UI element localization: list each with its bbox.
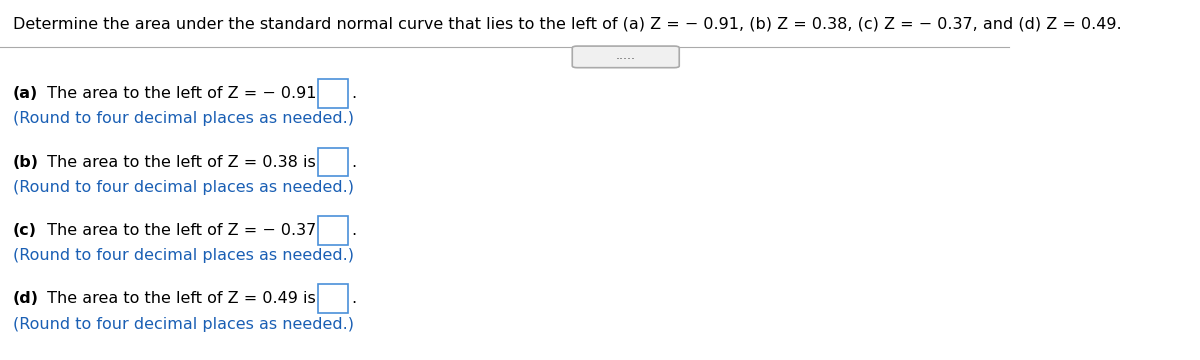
Bar	[318, 79, 348, 108]
Text: (Round to four decimal places as needed.): (Round to four decimal places as needed.…	[13, 111, 354, 126]
Text: .: .	[352, 154, 356, 170]
Text: .....: .....	[616, 49, 636, 62]
Text: .: .	[352, 223, 356, 238]
Text: The area to the left of Z = 0.38 is: The area to the left of Z = 0.38 is	[42, 154, 316, 170]
Text: (Round to four decimal places as needed.): (Round to four decimal places as needed.…	[13, 316, 354, 332]
Bar	[318, 284, 348, 313]
Text: (Round to four decimal places as needed.): (Round to four decimal places as needed.…	[13, 248, 354, 263]
Bar	[318, 148, 348, 176]
Text: (c): (c)	[13, 223, 37, 238]
Text: The area to the left of Z = − 0.91 is: The area to the left of Z = − 0.91 is	[42, 86, 335, 101]
Bar	[318, 216, 348, 245]
Text: (d): (d)	[13, 291, 40, 306]
Text: The area to the left of Z = 0.49 is: The area to the left of Z = 0.49 is	[42, 291, 316, 306]
Text: Determine the area under the standard normal curve that lies to the left of (a) : Determine the area under the standard no…	[13, 16, 1122, 31]
Text: The area to the left of Z = − 0.37 is: The area to the left of Z = − 0.37 is	[42, 223, 335, 238]
Text: (b): (b)	[13, 154, 40, 170]
Text: .: .	[352, 86, 356, 101]
Text: (a): (a)	[13, 86, 38, 101]
Text: .: .	[352, 291, 356, 306]
Text: (Round to four decimal places as needed.): (Round to four decimal places as needed.…	[13, 180, 354, 195]
FancyBboxPatch shape	[572, 46, 679, 68]
